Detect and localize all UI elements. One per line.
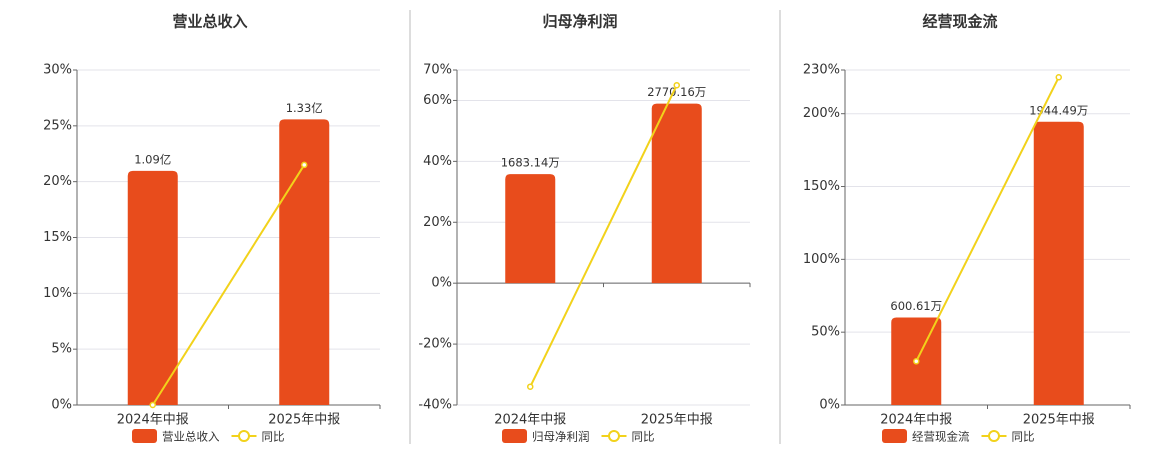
line-point [149,401,156,409]
line [915,76,1060,362]
bar [1033,121,1084,405]
y-tick-label: 150% [803,179,840,194]
chart-title: 经营现金流 [922,13,997,31]
value-label: 1944.49万 [1029,103,1088,117]
value-label: 1.09亿 [134,152,171,166]
y-tick-label: 200% [803,106,840,121]
line-point [913,358,920,365]
legend-label: 经营现金流 [912,430,970,444]
x-tick-label: 2024年中报 [880,413,952,428]
y-tick-label: 5% [51,342,72,357]
y-tick-label: 30% [43,63,72,78]
bar [127,170,178,405]
legend-swatch [502,429,527,443]
line-point [1055,74,1062,81]
line-point [673,81,680,89]
y-tick-label: 25% [43,118,72,133]
legend-label: 营业总收入 [162,430,220,444]
line-point [527,383,534,390]
value-label: 2770.16万 [647,85,706,99]
legend-swatch [882,429,907,443]
y-tick-label: 70% [423,63,452,78]
y-tick-label: 0% [51,398,72,413]
line [529,84,678,388]
y-tick-label: 15% [43,230,72,245]
y-tick-label: 10% [43,286,72,301]
x-tick-label: 2024年中报 [494,413,566,428]
line [151,164,306,406]
y-tick-label: 60% [423,93,452,108]
chart-title: 归母净利润 [542,13,617,31]
legend-label: 同比 [632,430,655,444]
legend-swatch [238,430,250,442]
bar [505,174,556,284]
legend-swatch [608,430,620,442]
x-tick-label: 2025年中报 [1023,413,1095,428]
y-tick-label: 0% [431,276,452,291]
legend-swatch [988,430,1000,442]
y-tick-label: 100% [803,252,840,267]
y-tick-label: 0% [819,398,840,413]
y-tick-label: 230% [803,63,840,78]
legend-label: 同比 [262,430,285,444]
y-tick-label: 40% [423,154,452,169]
value-label: 600.61万 [890,299,942,313]
y-tick-label: 50% [811,325,840,340]
x-tick-label: 2025年中报 [268,413,340,428]
legend-label: 同比 [1012,430,1035,444]
value-label: 1683.14万 [501,156,560,170]
x-tick-label: 2025年中报 [641,413,713,428]
bar [651,103,702,284]
line-point [301,161,308,169]
legend-swatch [132,429,157,443]
y-tick-label: 20% [43,174,72,189]
y-tick-label: 20% [423,215,452,230]
bar [279,119,330,406]
y-tick-label: -40% [418,398,452,413]
y-tick-label: -20% [418,337,452,352]
value-label: 1.33亿 [286,101,323,115]
x-tick-label: 2024年中报 [117,413,189,428]
chart-title: 营业总收入 [172,13,247,31]
legend-label: 归母净利润 [532,430,590,444]
